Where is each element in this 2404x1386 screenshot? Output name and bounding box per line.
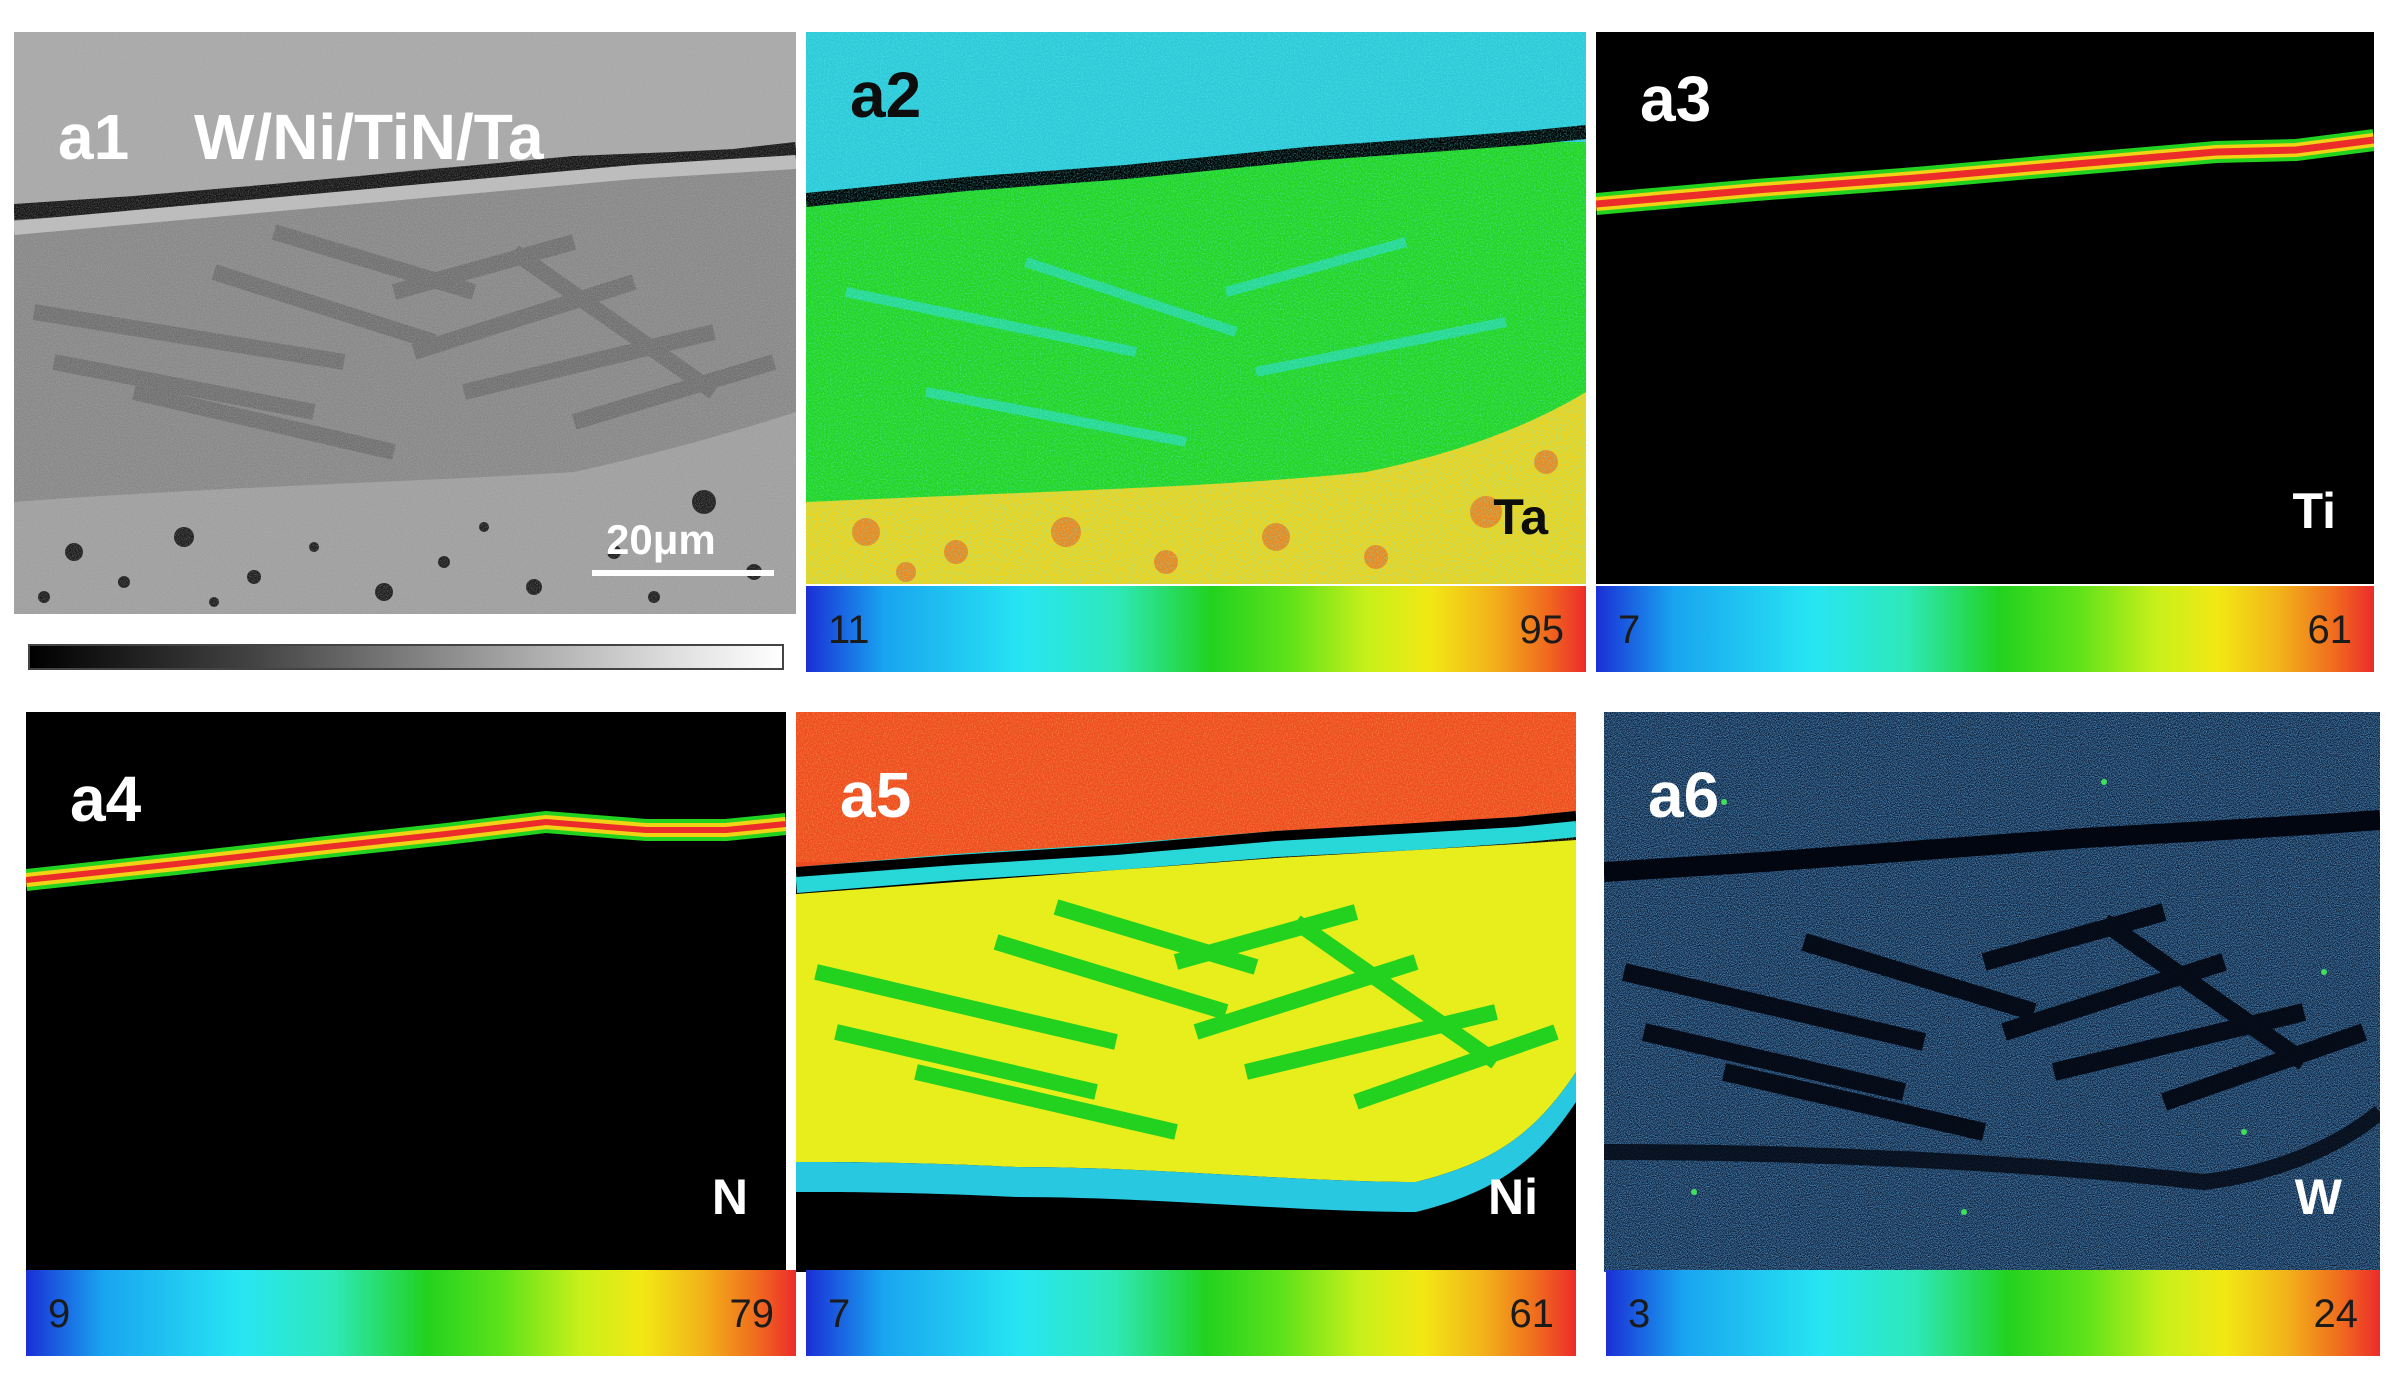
panel-label-a5: a5 [840, 759, 912, 831]
element-label-ni: Ni [1488, 1169, 1538, 1225]
colorbar-max: 95 [1519, 608, 1565, 652]
scale-bar [592, 570, 774, 576]
ni-elemental-map [796, 712, 1576, 1272]
ti-elemental-map [1596, 32, 2374, 584]
colorbar-a2: 11 95 [806, 586, 1586, 672]
element-label-n: N [711, 1169, 748, 1225]
colorbar-gradient [806, 1270, 1576, 1356]
colorbar-min: 11 [828, 608, 870, 652]
colorbar-gradient [1596, 586, 2374, 672]
panel-label-a3: a3 [1640, 63, 1712, 135]
colorbar-gradient [26, 1270, 796, 1356]
panel-label-a2: a2 [850, 59, 922, 131]
scale-bar-label: 20μm [606, 516, 716, 563]
panel-a3-ti-map: a3 Ti [1596, 32, 2374, 584]
colorbar-min: 7 [1618, 608, 1641, 652]
panel-a5-ni-map: a5 Ni [796, 712, 1576, 1272]
panel-a6-w-map: a6 W [1604, 712, 2380, 1272]
colorbar-min: 3 [1628, 1292, 1651, 1336]
w-elemental-map [1604, 712, 2380, 1272]
colorbar-a3: 7 61 [1596, 586, 2374, 672]
colorbar-gradient [806, 586, 1586, 672]
panel-a2-ta-map: a2 Ta [806, 32, 1586, 584]
colorbar-max: 61 [1509, 1292, 1555, 1336]
grayscale-bar [28, 644, 784, 670]
panel-label-a1: a1 [58, 101, 130, 173]
element-label-ti: Ti [2292, 483, 2336, 539]
colorbar-max: 61 [2307, 608, 2353, 652]
colorbar-max: 24 [2313, 1292, 2359, 1336]
colorbar-a5: 7 61 [806, 1270, 1576, 1356]
panel-label-a6: a6 [1648, 759, 1720, 831]
colorbar-min: 9 [48, 1292, 71, 1336]
panel-a1-sem-image: a1 W/Ni/TiN/Ta 20μm [14, 32, 796, 614]
ta-elemental-map [806, 32, 1586, 584]
colorbar-a4: 9 79 [26, 1270, 796, 1356]
panel-label-a4: a4 [70, 763, 142, 835]
colorbar-min: 7 [828, 1292, 851, 1336]
sem-micrograph [14, 32, 796, 614]
sample-title: W/Ni/TiN/Ta [194, 101, 544, 173]
colorbar-gradient [1606, 1270, 2380, 1356]
element-label-w: W [2294, 1169, 2342, 1225]
colorbar-max: 79 [729, 1292, 775, 1336]
colorbar-a6: 3 24 [1606, 1270, 2380, 1356]
n-elemental-map [26, 712, 786, 1272]
element-label-ta: Ta [1493, 489, 1548, 545]
panel-a4-n-map: a4 N [26, 712, 786, 1272]
